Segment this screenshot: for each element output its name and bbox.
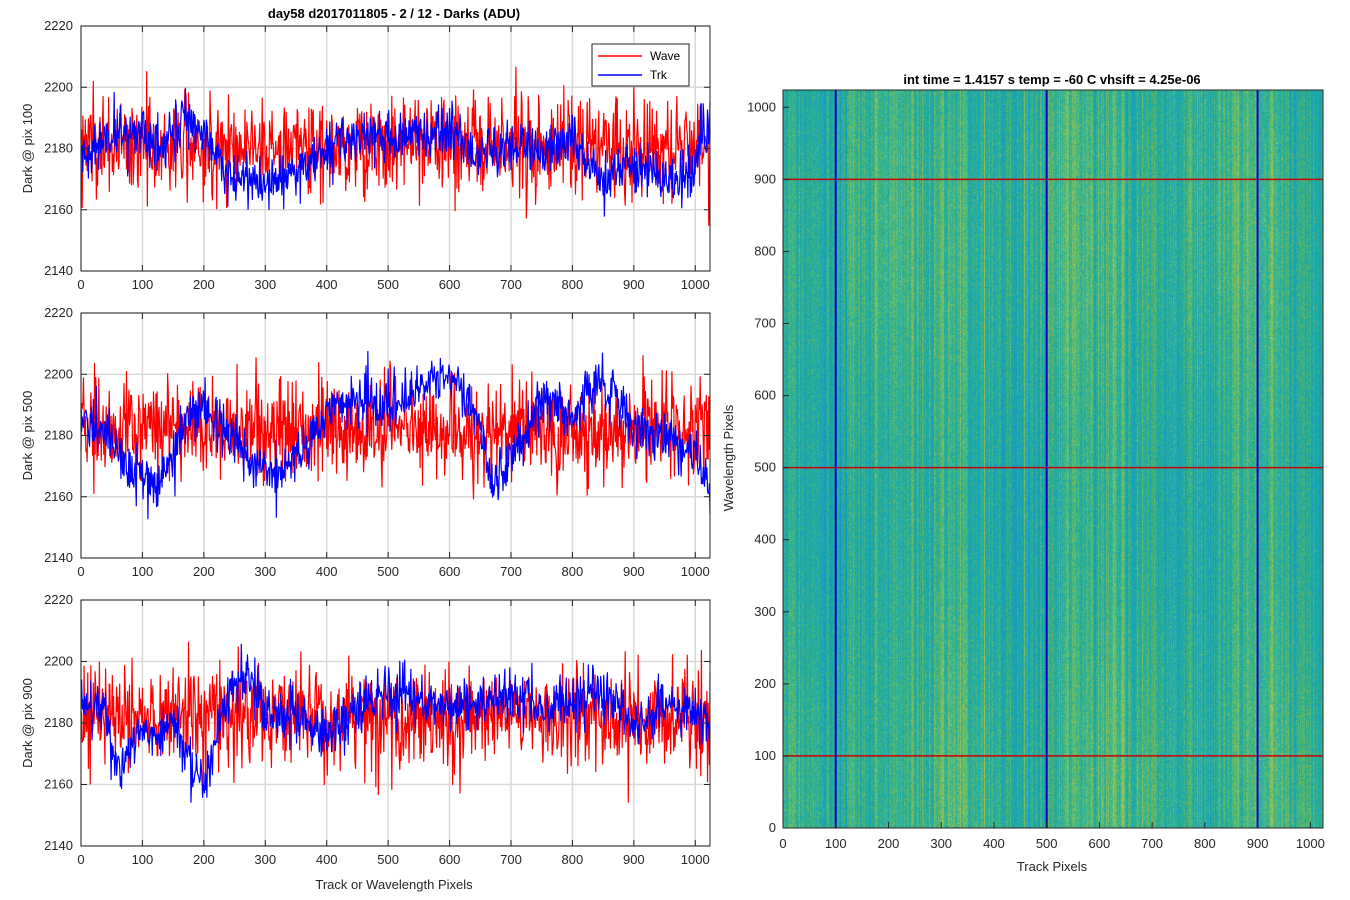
x-tick-label: 400 xyxy=(983,836,1005,851)
heatmap-x-axis-label: Track Pixels xyxy=(1017,859,1088,874)
y-axis-label: Dark @ pix 900 xyxy=(20,678,35,768)
y-tick-label: 2180 xyxy=(44,141,73,156)
x-tick-label: 1000 xyxy=(681,277,710,292)
x-tick-label: 700 xyxy=(1141,836,1163,851)
x-tick-label: 900 xyxy=(623,852,645,867)
y-tick-label: 2140 xyxy=(44,838,73,853)
y-tick-label: 900 xyxy=(754,171,776,186)
x-tick-label: 200 xyxy=(878,836,900,851)
shared-x-axis-label: Track or Wavelength Pixels xyxy=(315,877,473,892)
x-tick-label: 400 xyxy=(316,852,338,867)
y-tick-label: 600 xyxy=(754,388,776,403)
x-tick-label: 900 xyxy=(623,564,645,579)
x-tick-label: 700 xyxy=(500,564,522,579)
x-tick-label: 800 xyxy=(562,564,584,579)
y-tick-label: 2220 xyxy=(44,18,73,33)
line-plot-pix-900: 0 100 200 300 400 500 600 700 800 900 1000 2140 2160… xyxy=(20,592,711,867)
x-tick-label: 200 xyxy=(193,277,215,292)
x-tick-label: 900 xyxy=(623,277,645,292)
y-axis-label: Dark @ pix 500 xyxy=(20,391,35,481)
x-tick-label: 600 xyxy=(439,852,461,867)
x-tick-label: 0 xyxy=(77,564,84,579)
heatmap-image xyxy=(783,90,1323,828)
y-tick-label: 2160 xyxy=(44,202,73,217)
x-tick-label: 800 xyxy=(1194,836,1216,851)
legend-label-trk: Trk xyxy=(650,68,668,82)
x-tick-label: 500 xyxy=(377,277,399,292)
y-tick-label: 400 xyxy=(754,532,776,547)
y-tick-label: 2180 xyxy=(44,428,73,443)
y-tick-label: 2140 xyxy=(44,263,73,278)
y-tick-label: 2160 xyxy=(44,489,73,504)
line-plot-pix-500: 0 100 200 300 400 500 600 700 800 900 1000 2140 2160… xyxy=(20,305,711,579)
y-tick-label: 0 xyxy=(769,820,776,835)
y-tick-label: 700 xyxy=(754,316,776,331)
heatmap-title: int time = 1.4157 s temp = -60 C vhsift … xyxy=(903,72,1200,87)
y-tick-label: 2200 xyxy=(44,366,73,381)
x-tick-label: 600 xyxy=(439,564,461,579)
x-tick-label: 600 xyxy=(439,277,461,292)
y-tick-label: 1000 xyxy=(747,99,776,114)
y-tick-label: 2220 xyxy=(44,592,73,607)
y-tick-label: 200 xyxy=(754,676,776,691)
heatmap-plot: 0 100 200 300 400 500 600 700 800 900 1000 0 100 200 3… xyxy=(747,89,1325,851)
y-tick-label: 100 xyxy=(754,748,776,763)
x-tick-label: 300 xyxy=(254,277,276,292)
x-tick-label: 500 xyxy=(1036,836,1058,851)
x-tick-label: 300 xyxy=(254,564,276,579)
x-tick-label: 0 xyxy=(77,852,84,867)
x-tick-label: 300 xyxy=(930,836,952,851)
y-tick-label: 500 xyxy=(754,460,776,475)
series-line-trk xyxy=(80,87,711,217)
y-tick-label: 300 xyxy=(754,604,776,619)
x-tick-label: 400 xyxy=(316,564,338,579)
x-tick-label: 800 xyxy=(562,852,584,867)
x-tick-label: 200 xyxy=(193,564,215,579)
y-tick-label: 2200 xyxy=(44,654,73,669)
x-tick-label: 1000 xyxy=(681,852,710,867)
x-tick-label: 200 xyxy=(193,852,215,867)
y-axis-label: Dark @ pix 100 xyxy=(20,104,35,194)
x-tick-label: 300 xyxy=(254,852,276,867)
x-tick-label: 100 xyxy=(132,277,154,292)
line-plot-pix-100: 0 100 200 300 400 500 600 700 800 900 1000 2140 2160… xyxy=(20,18,711,292)
y-tick-label: 2140 xyxy=(44,550,73,565)
x-tick-label: 800 xyxy=(562,277,584,292)
y-tick-label: 2180 xyxy=(44,715,73,730)
series-line-trk xyxy=(80,643,711,803)
y-tick-label: 800 xyxy=(754,243,776,258)
x-tick-label: 1000 xyxy=(1296,836,1325,851)
heatmap-axes-box xyxy=(782,89,1324,829)
series-line-wave xyxy=(80,641,711,803)
x-tick-label: 400 xyxy=(316,277,338,292)
y-tick-label: 2160 xyxy=(44,777,73,792)
y-tick-label: 2220 xyxy=(44,305,73,320)
x-tick-label: 1000 xyxy=(681,564,710,579)
x-tick-label: 900 xyxy=(1247,836,1269,851)
x-tick-label: 500 xyxy=(377,564,399,579)
x-tick-label: 500 xyxy=(377,852,399,867)
x-tick-label: 100 xyxy=(132,564,154,579)
figure-title: day58 d2017011805 - 2 / 12 - Darks (ADU) xyxy=(268,6,520,21)
x-tick-label: 600 xyxy=(1089,836,1111,851)
x-tick-label: 700 xyxy=(500,277,522,292)
x-tick-label: 0 xyxy=(77,277,84,292)
x-tick-label: 100 xyxy=(132,852,154,867)
y-tick-label: 2200 xyxy=(44,79,73,94)
x-tick-label: 100 xyxy=(825,836,847,851)
x-tick-label: 0 xyxy=(779,836,786,851)
legend-box xyxy=(591,43,690,87)
heatmap-y-axis-label: Wavelength Pixels xyxy=(721,404,736,511)
legend-label-wave: Wave xyxy=(650,49,681,63)
series-line-trk xyxy=(80,350,711,520)
x-tick-label: 700 xyxy=(500,852,522,867)
